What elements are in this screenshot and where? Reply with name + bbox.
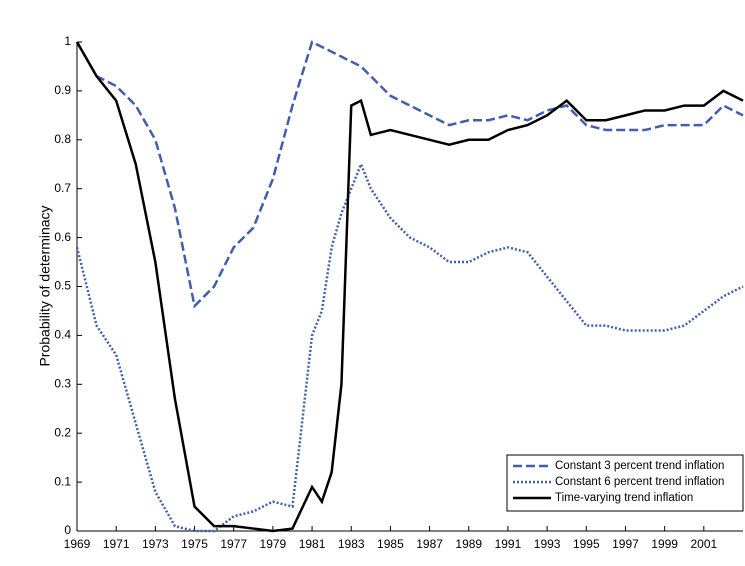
legend-label: Constant 6 percent trend inflation (555, 476, 724, 488)
x-tick-label: 2001 (690, 537, 717, 551)
x-tick-label: 1977 (220, 537, 247, 551)
x-tick-label: 1975 (181, 537, 208, 551)
y-tick-label: 0.6 (54, 230, 71, 244)
x-tick-label: 1997 (612, 537, 639, 551)
x-tick-label: 1999 (651, 537, 678, 551)
x-tick-label: 1971 (103, 537, 130, 551)
y-tick-label: 0.1 (54, 474, 71, 488)
x-tick-label: 1985 (377, 537, 404, 551)
x-tick-label: 1981 (299, 537, 326, 551)
series-line (75, 41, 744, 533)
y-tick-label: 0.7 (54, 181, 71, 195)
y-tick-label: 1 (64, 34, 71, 48)
y-tick-label: 0.5 (54, 279, 71, 293)
x-tick-label: 1989 (455, 537, 482, 551)
y-axis-label: Probability of determinacy (37, 205, 53, 366)
x-tick-label: 1979 (260, 537, 287, 551)
x-tick-label: 1973 (142, 537, 169, 551)
series-line (75, 40, 744, 309)
legend-label: Constant 3 percent trend inflation (555, 460, 724, 472)
legend-label: Time-varying trend inflation (555, 492, 693, 504)
x-tick-label: 1995 (573, 537, 600, 551)
x-tick-label: 1987 (416, 537, 443, 551)
x-tick-label: 1993 (534, 537, 561, 551)
y-tick-label: 0.3 (54, 376, 71, 390)
x-tick-label: 1991 (495, 537, 522, 551)
y-tick-label: 0.2 (54, 425, 71, 439)
y-tick-label: 0 (64, 523, 71, 537)
x-tick-label: 1969 (64, 537, 91, 551)
x-tick-label: 1983 (338, 537, 365, 551)
y-tick-label: 0.8 (54, 132, 71, 146)
y-tick-label: 0.4 (54, 328, 71, 342)
series-line (75, 160, 744, 533)
y-tick-label: 0.9 (54, 83, 71, 97)
